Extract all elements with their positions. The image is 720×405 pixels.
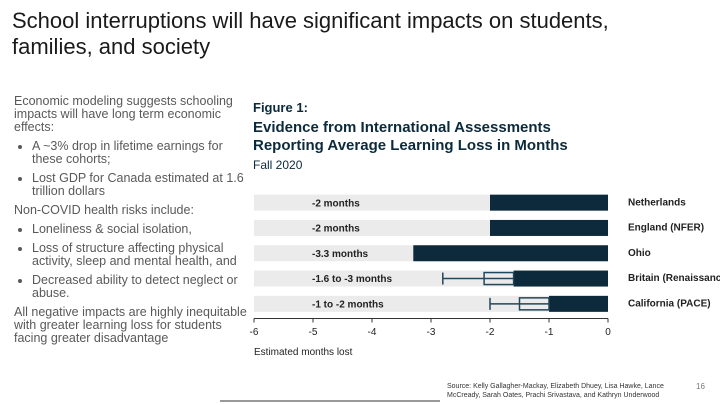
chart-subtitle: Fall 2020: [253, 158, 303, 172]
paragraph: Non-COVID health risks include:: [14, 203, 194, 217]
bar: [490, 194, 608, 211]
value-label: -1.6 to -3 months: [312, 274, 392, 285]
error-mid: [483, 271, 515, 286]
category-label: England (NFER): [628, 223, 704, 234]
value-label: -1 to -2 months: [312, 299, 384, 310]
error-mid: [518, 297, 550, 311]
bullet: Loneliness & social isolation,: [32, 223, 250, 236]
bullet-list: Loneliness & social isolation, Loss of st…: [14, 223, 250, 300]
x-tick-label: -4: [368, 327, 377, 338]
bullet-list: A ~3% drop in lifetime earnings for thes…: [14, 140, 250, 198]
value-label: -2 months: [312, 224, 360, 235]
category-label: Netherlands: [628, 197, 686, 208]
category-label: California (PACE): [628, 298, 711, 309]
bullet: Loss of structure affecting physical act…: [32, 242, 250, 268]
category-label: Ohio: [628, 248, 651, 259]
x-axis-label: Estimated months lost: [254, 347, 353, 358]
bar: [413, 245, 608, 262]
x-tick-label: 0: [605, 327, 611, 338]
chart-title: Evidence from International Assessments …: [253, 119, 568, 154]
paragraph: Economic modeling suggests schooling imp…: [14, 94, 233, 134]
x-tick-label: -3: [427, 327, 436, 338]
paragraph: All negative impacts are highly inequita…: [14, 305, 247, 345]
x-tick-label: -1: [545, 327, 554, 338]
bar: [490, 219, 608, 236]
x-tick-label: -6: [250, 327, 259, 338]
bullet: Decreased ability to detect neglect or a…: [32, 274, 250, 300]
figure-label: Figure 1:: [253, 100, 308, 115]
slide-title: School interruptions will have significa…: [12, 8, 609, 59]
page-number: 16: [696, 382, 705, 391]
category-label: Britain (Renaissance): [628, 273, 720, 284]
bullet: Lost GDP for Canada estimated at 1.6 tri…: [32, 172, 250, 198]
value-label: -3.3 months: [312, 249, 369, 260]
x-tick-label: -5: [309, 327, 318, 338]
bar: [513, 270, 608, 287]
value-label: -2 months: [312, 198, 360, 209]
bar: [549, 295, 608, 312]
bullet: A ~3% drop in lifetime earnings for thes…: [32, 140, 250, 166]
source: Source: Kelly Gallagher-Mackay, Elizabet…: [447, 383, 664, 399]
x-tick-label: -2: [486, 327, 495, 338]
left-text: Economic modeling suggests schooling imp…: [14, 95, 250, 351]
